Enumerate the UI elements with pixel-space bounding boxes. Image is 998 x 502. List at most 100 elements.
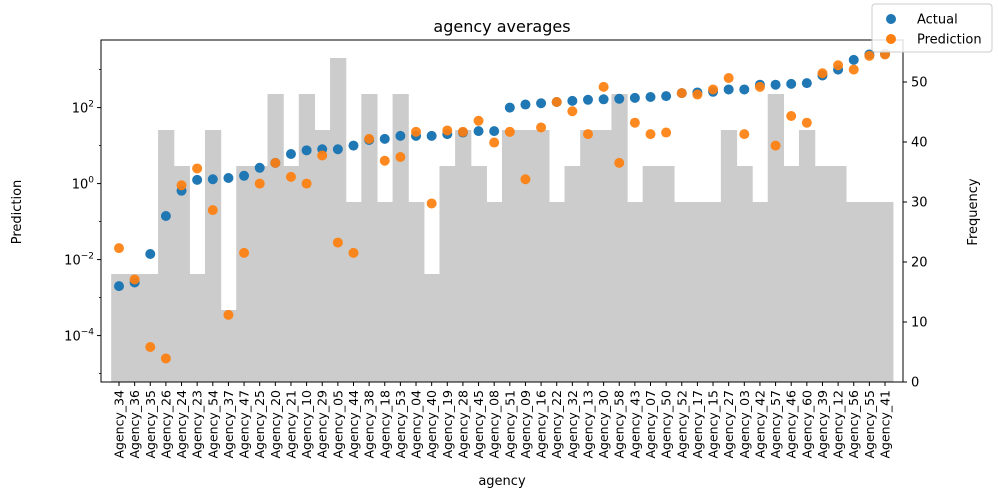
frequency-bar — [486, 202, 503, 382]
x-tick-label: Agency_27 — [721, 390, 736, 459]
actual-point — [426, 130, 437, 141]
prediction-point — [629, 117, 640, 128]
frequency-bars — [111, 58, 894, 382]
x-tick-label: Agency_24 — [174, 390, 189, 459]
x-tick-label: Agency_07 — [643, 390, 658, 459]
left-y-tick-label: 100 — [72, 176, 95, 193]
x-tick-label: Agency_56 — [846, 390, 861, 459]
right-y-tick-label: 30 — [911, 196, 928, 211]
frequency-bar — [361, 94, 378, 382]
x-tick-label: Agency_58 — [612, 390, 627, 459]
x-tick-label: Agency_16 — [534, 390, 549, 459]
frequency-bar — [502, 130, 519, 382]
frequency-bar — [673, 202, 691, 382]
x-tick-label: Agency_35 — [143, 390, 158, 459]
frequency-bar — [517, 130, 534, 382]
right-y-tick-label: 20 — [911, 256, 928, 271]
actual-point — [598, 94, 609, 105]
x-tick-label: Agency_51 — [502, 390, 517, 459]
prediction-point — [786, 111, 797, 121]
legend-prediction-label: Prediction — [917, 33, 982, 48]
x-tick-label: Agency_21 — [283, 390, 298, 459]
prediction-point — [239, 247, 250, 258]
prediction-point — [864, 50, 875, 61]
right-y-tick-label: 40 — [911, 136, 928, 151]
prediction-point — [723, 73, 734, 83]
prediction-point — [364, 133, 375, 144]
x-tick-label: Agency_05 — [330, 390, 345, 459]
x-tick-label: Agency_55 — [862, 390, 877, 459]
prediction-point — [692, 89, 703, 100]
prediction-point — [833, 60, 844, 71]
frequency-bar — [799, 130, 816, 382]
prediction-point — [223, 309, 234, 320]
x-tick-label: Agency_50 — [659, 390, 674, 459]
frequency-bar — [736, 166, 753, 382]
prediction-point — [817, 68, 828, 79]
legend-frame — [871, 3, 993, 53]
x-tick-label: Agency_25 — [252, 390, 267, 459]
x-tick-label: Agency_57 — [768, 390, 783, 459]
actual-point — [223, 173, 234, 184]
prediction-point — [317, 150, 328, 161]
prediction-point — [770, 140, 781, 151]
prediction-point — [348, 247, 359, 258]
actual-point — [629, 92, 640, 103]
prediction-point — [114, 243, 124, 254]
x-tick-label: Agency_38 — [362, 390, 377, 459]
frequency-bar — [580, 130, 597, 382]
actual-point — [504, 102, 515, 113]
frequency-bar — [126, 274, 144, 382]
left-y-tick-label: 10−2 — [64, 252, 94, 269]
frequency-bar — [720, 130, 738, 382]
x-tick-label: Agency_42 — [752, 390, 767, 459]
actual-point — [114, 281, 124, 292]
prediction-point — [582, 129, 593, 140]
x-tick-label: Agency_45 — [471, 390, 486, 459]
frequency-bar — [814, 166, 831, 382]
prediction-points — [114, 49, 890, 364]
x-tick-label: Agency_12 — [831, 390, 846, 459]
x-tick-label: Agency_23 — [190, 390, 205, 459]
x-tick-label: Agency_60 — [799, 390, 814, 459]
prediction-point — [192, 163, 203, 174]
x-tick-label: Agency_15 — [706, 390, 721, 459]
frequency-bar — [236, 166, 253, 382]
prediction-point — [754, 81, 765, 92]
prediction-point — [254, 178, 265, 189]
frequency-bar — [548, 202, 566, 382]
x-tick-label: Agency_41 — [878, 390, 893, 459]
actual-point — [520, 99, 531, 110]
left-y-axis: 10−4 10−2 100 102 — [64, 69, 101, 374]
x-tick-label: Agency_22 — [549, 390, 564, 459]
x-tick-label: Agency_32 — [565, 390, 580, 459]
right-y-tick-label: 50 — [911, 76, 928, 91]
frequency-bar — [455, 130, 472, 382]
frequency-bar — [267, 94, 284, 382]
x-tick-label: Agency_17 — [690, 390, 705, 459]
x-tick-label: Agency_44 — [346, 390, 361, 459]
prediction-point — [411, 126, 422, 137]
prediction-point — [536, 122, 547, 133]
actual-point — [848, 54, 859, 65]
actual-point — [645, 91, 656, 102]
x-tick-label: Agency_46 — [784, 390, 799, 459]
frequency-bar — [533, 130, 550, 382]
prediction-point — [567, 106, 578, 117]
x-tick-label: Agency_30 — [596, 390, 611, 459]
actual-point — [207, 174, 218, 185]
frequency-bar — [439, 166, 456, 382]
x-tick-label: Agency_34 — [112, 390, 127, 459]
frequency-bar — [189, 274, 206, 382]
actual-point — [160, 211, 171, 222]
prediction-point — [301, 178, 312, 189]
frequency-bar — [251, 166, 269, 382]
frequency-bar — [830, 166, 847, 382]
actual-point — [661, 91, 672, 102]
actual-point — [332, 144, 343, 155]
x-tick-label: Agency_09 — [518, 390, 533, 459]
actual-point — [567, 95, 578, 106]
frequency-bar — [220, 310, 237, 382]
prediction-point — [801, 117, 812, 128]
actual-point — [582, 94, 593, 105]
